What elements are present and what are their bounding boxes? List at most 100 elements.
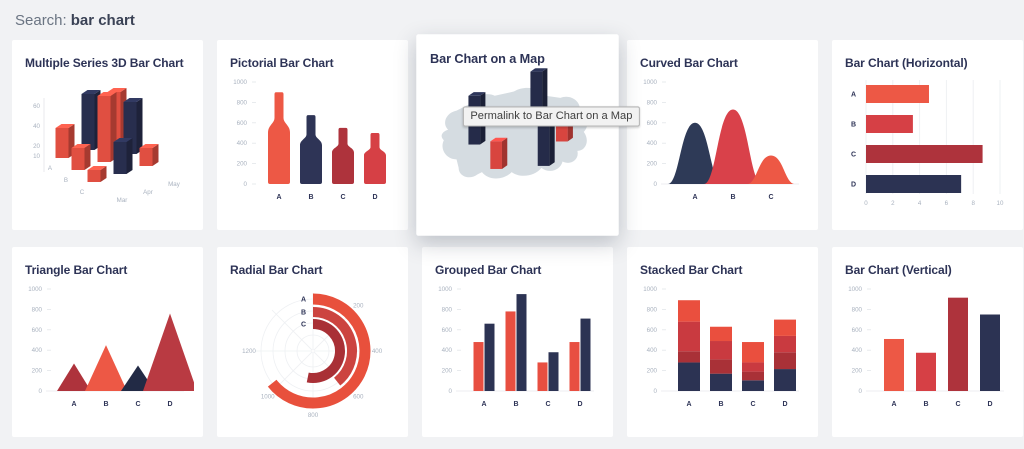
svg-text:1000: 1000 — [233, 79, 247, 86]
svg-text:200: 200 — [441, 368, 452, 375]
svg-text:0: 0 — [38, 388, 42, 395]
svg-text:D: D — [167, 401, 172, 408]
vertical-bar-chart-figure: 1000 800 600 400 200 0 A B C D — [848, 286, 1004, 408]
svg-text:D: D — [987, 401, 992, 408]
card-stacked-bar-chart[interactable]: Stacked Bar Chart 1000 800 600 400 200 0 A B C D — [627, 247, 818, 437]
svg-text:200: 200 — [646, 161, 657, 168]
card-title: Grouped Bar Chart — [435, 263, 542, 277]
card-title: Stacked Bar Chart — [640, 263, 743, 277]
svg-text:800: 800 — [646, 306, 657, 313]
svg-text:1000: 1000 — [643, 286, 657, 293]
svg-text:1200: 1200 — [242, 348, 256, 355]
svg-text:B: B — [718, 401, 723, 408]
svg-text:0: 0 — [653, 388, 657, 395]
svg-text:A: A — [47, 165, 52, 172]
svg-text:600: 600 — [851, 327, 862, 334]
svg-text:4: 4 — [917, 200, 921, 207]
svg-text:C: C — [135, 401, 140, 408]
svg-text:1000: 1000 — [28, 286, 42, 293]
card-radial-bar-chart[interactable]: Radial Bar Chart 200 400 600 800 1000 1200 A B C — [217, 247, 408, 437]
map-bar-chart-figure — [441, 68, 587, 179]
svg-text:400: 400 — [441, 347, 452, 354]
svg-text:200: 200 — [851, 368, 862, 375]
permalink-tooltip: Permalink to Bar Chart on a Map — [462, 106, 640, 127]
svg-text:A: A — [300, 297, 305, 304]
svg-text:800: 800 — [441, 306, 452, 313]
card-bar-chart-vertical[interactable]: Bar Chart (Vertical) 1000 800 600 400 200 0 A B… — [832, 247, 1023, 437]
svg-text:C: C — [340, 194, 345, 201]
svg-text:B: B — [300, 310, 305, 317]
svg-text:C: C — [79, 189, 84, 196]
svg-text:B: B — [923, 401, 928, 408]
svg-text:D: D — [372, 194, 377, 201]
svg-text:200: 200 — [31, 368, 42, 375]
svg-text:800: 800 — [646, 99, 657, 106]
svg-text:60: 60 — [33, 103, 40, 110]
svg-text:800: 800 — [307, 412, 318, 419]
svg-text:B: B — [63, 177, 67, 184]
card-triangle-bar-chart[interactable]: Triangle Bar Chart 1000 800 600 400 200 0 A B C D — [12, 247, 203, 437]
svg-text:400: 400 — [236, 140, 247, 147]
svg-text:1000: 1000 — [848, 286, 862, 293]
card-curved-bar-chart[interactable]: Curved Bar Chart 1000 800 600 400 200 0 A B C — [627, 40, 818, 230]
svg-text:20: 20 — [33, 143, 40, 150]
card-grouped-bar-chart[interactable]: Grouped Bar Chart 1000 800 600 400 200 0 A B C D — [422, 247, 613, 437]
svg-text:200: 200 — [646, 368, 657, 375]
svg-text:Mar: Mar — [116, 197, 127, 204]
svg-text:0: 0 — [243, 181, 247, 188]
card-title: Pictorial Bar Chart — [230, 56, 334, 70]
search-label: Search: — [15, 12, 67, 29]
svg-text:B: B — [308, 194, 313, 201]
svg-text:C: C — [850, 152, 855, 159]
svg-text:A: A — [276, 194, 281, 201]
stacked-bar-chart-figure: 1000 800 600 400 200 0 A B C D — [643, 286, 799, 408]
svg-text:600: 600 — [646, 327, 657, 334]
svg-text:A: A — [891, 401, 896, 408]
card-title: Radial Bar Chart — [230, 263, 323, 277]
svg-text:C: C — [955, 401, 960, 408]
triangle-bar-chart-figure: 1000 800 600 400 200 0 A B C D — [28, 286, 194, 408]
svg-text:0: 0 — [653, 181, 657, 188]
card-title: Bar Chart on a Map — [430, 51, 545, 67]
svg-text:D: D — [577, 401, 582, 408]
card-title: Triangle Bar Chart — [25, 263, 128, 277]
svg-text:A: A — [850, 92, 855, 99]
svg-text:D: D — [850, 182, 855, 189]
card-title: Bar Chart (Vertical) — [845, 263, 952, 277]
svg-text:0: 0 — [858, 388, 862, 395]
svg-text:200: 200 — [236, 161, 247, 168]
svg-text:600: 600 — [353, 393, 364, 400]
grouped-bar-chart-figure: 1000 800 600 400 200 0 A B C D — [438, 286, 594, 408]
results-grid: Multiple Series 3D Bar Chart 60 40 20 10 A B C… — [0, 34, 1024, 437]
search-header: Search: bar chart — [0, 0, 1024, 40]
svg-text:6: 6 — [944, 200, 948, 207]
svg-text:C: C — [300, 322, 305, 329]
pictorial-bar-chart-figure: 1000 800 600 400 200 0 A B C D — [233, 79, 386, 201]
svg-text:10: 10 — [996, 200, 1003, 207]
svg-text:May: May — [168, 181, 181, 188]
horizontal-bar-chart-figure: 0 2 4 6 8 10 A B C D — [850, 80, 1003, 207]
svg-text:D: D — [782, 401, 787, 408]
svg-text:A: A — [686, 401, 691, 408]
svg-text:600: 600 — [31, 327, 42, 334]
card-bar-chart-horizontal[interactable]: Bar Chart (Horizontal) 0 2 4 6 8 10 A B C D — [832, 40, 1023, 230]
svg-text:600: 600 — [236, 120, 247, 127]
svg-text:A: A — [481, 401, 486, 408]
svg-text:8: 8 — [971, 200, 975, 207]
svg-text:1000: 1000 — [260, 393, 274, 400]
svg-text:0: 0 — [864, 200, 868, 207]
svg-text:Apr: Apr — [143, 189, 153, 196]
svg-text:10: 10 — [33, 153, 40, 160]
svg-text:600: 600 — [441, 327, 452, 334]
svg-text:C: C — [750, 401, 755, 408]
card-multiple-series-3d-bar-chart[interactable]: Multiple Series 3D Bar Chart 60 40 20 10 A B C… — [12, 40, 203, 230]
card-bar-chart-on-a-map[interactable]: Bar Chart on a Map Permalink to Bar Char… — [416, 34, 640, 236]
svg-text:600: 600 — [646, 120, 657, 127]
svg-text:B: B — [730, 194, 735, 201]
card-title: Bar Chart (Horizontal) — [845, 56, 968, 70]
card-pictorial-bar-chart[interactable]: Pictorial Bar Chart 1000 800 600 400 200 0 A B C… — [217, 40, 408, 230]
card-title: Curved Bar Chart — [640, 56, 738, 70]
svg-text:40: 40 — [33, 123, 40, 130]
3d-bar-chart-figure: 60 40 20 10 A B C Mar Apr May — [33, 88, 181, 204]
svg-text:800: 800 — [851, 306, 862, 313]
